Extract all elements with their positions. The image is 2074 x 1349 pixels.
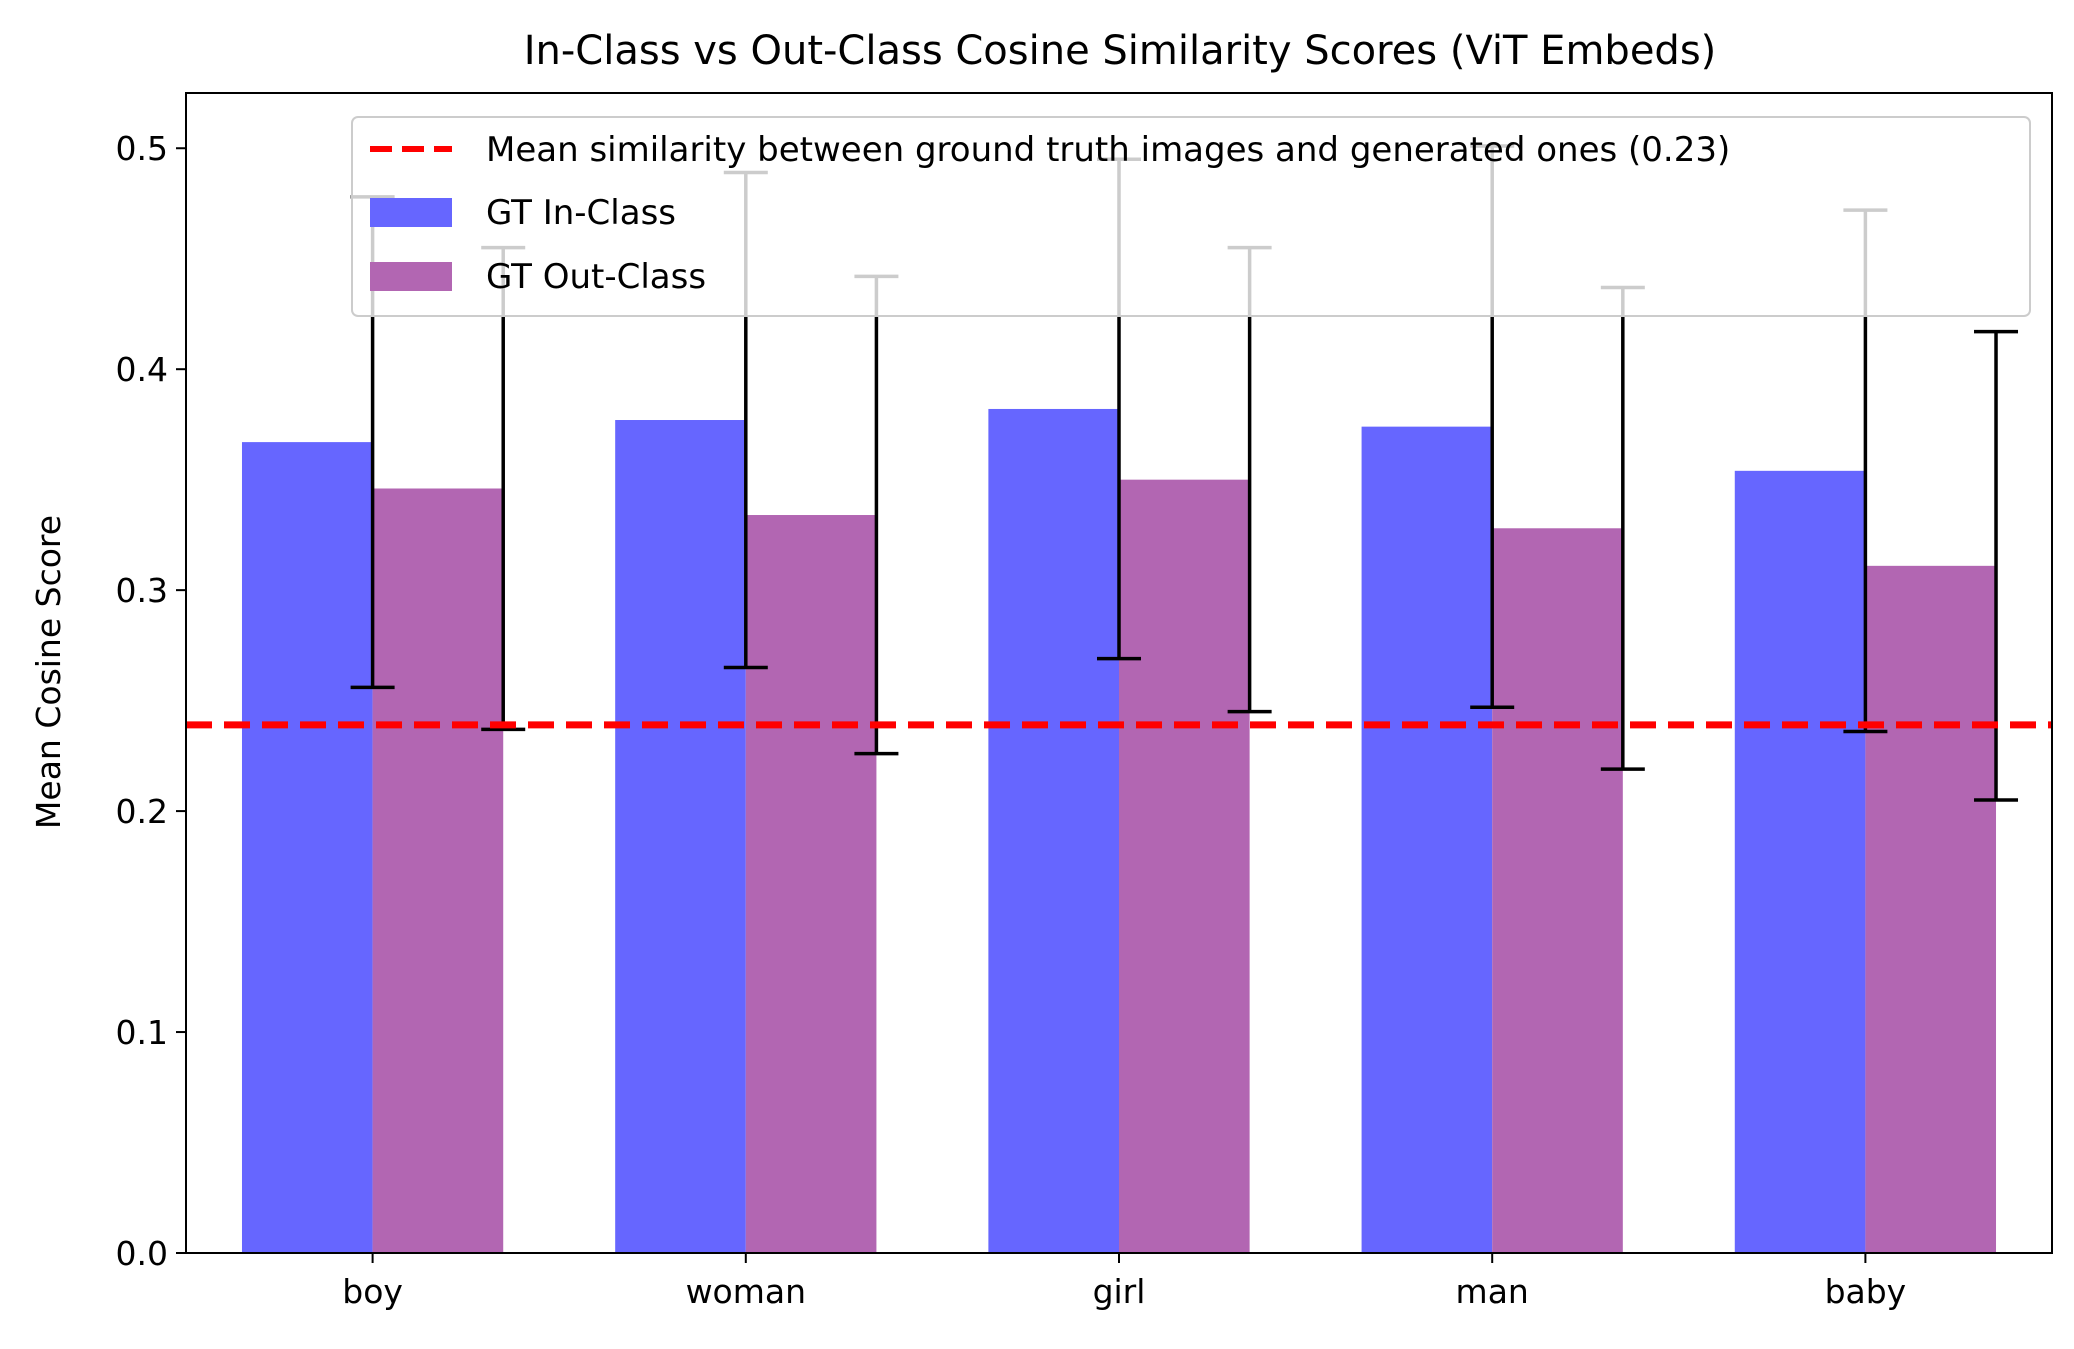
legend-label-gt-out-class: GT Out-Class	[486, 257, 706, 297]
x-tick-label-boy: boy	[342, 1272, 403, 1311]
y-tick-label: 0.3	[116, 571, 168, 610]
x-tick-label-baby: baby	[1825, 1272, 1907, 1311]
legend-swatch-gt-out-class	[370, 262, 452, 291]
bar-in-class-man	[1361, 426, 1493, 1254]
bars-layer	[241, 408, 1997, 1254]
y-tick-label: 0.2	[116, 792, 168, 831]
legend-swatch-gt-in-class	[370, 198, 452, 227]
y-tick-label: 0.1	[116, 1013, 168, 1052]
bar-out-class-woman	[745, 515, 877, 1253]
legend-frame	[351, 116, 2031, 317]
y-axis-label: Mean Cosine Score	[29, 515, 68, 829]
x-tick-label-girl: girl	[1093, 1272, 1146, 1311]
bar-out-class-boy	[372, 488, 504, 1253]
axes: 0.0 0.1 0.2 0.3 0.4 0.5 boy woman girl man baby	[116, 92, 2053, 1311]
chart-title: In-Class vs Out-Class Cosine Similarity …	[524, 28, 1717, 74]
legend: Mean similarity between ground truth ima…	[351, 116, 2031, 317]
bar-out-class-girl	[1119, 479, 1250, 1254]
bar-out-class-man	[1492, 528, 1623, 1253]
x-tick-label-woman: woman	[686, 1272, 806, 1311]
bar-in-class-girl	[988, 408, 1119, 1253]
bar-out-class-baby	[1865, 565, 1997, 1253]
legend-label-gt-in-class: GT In-Class	[486, 193, 676, 233]
legend-label-reference-line: Mean similarity between ground truth ima…	[486, 130, 1730, 170]
bar-in-class-woman	[615, 420, 746, 1253]
bar-in-class-boy	[241, 442, 373, 1254]
y-tick-label: 0.4	[116, 350, 168, 389]
y-tick-label: 0.5	[116, 129, 168, 168]
y-tick-label: 0.0	[116, 1234, 168, 1273]
bar-in-class-baby	[1734, 470, 1866, 1253]
x-tick-label-man: man	[1456, 1272, 1529, 1311]
